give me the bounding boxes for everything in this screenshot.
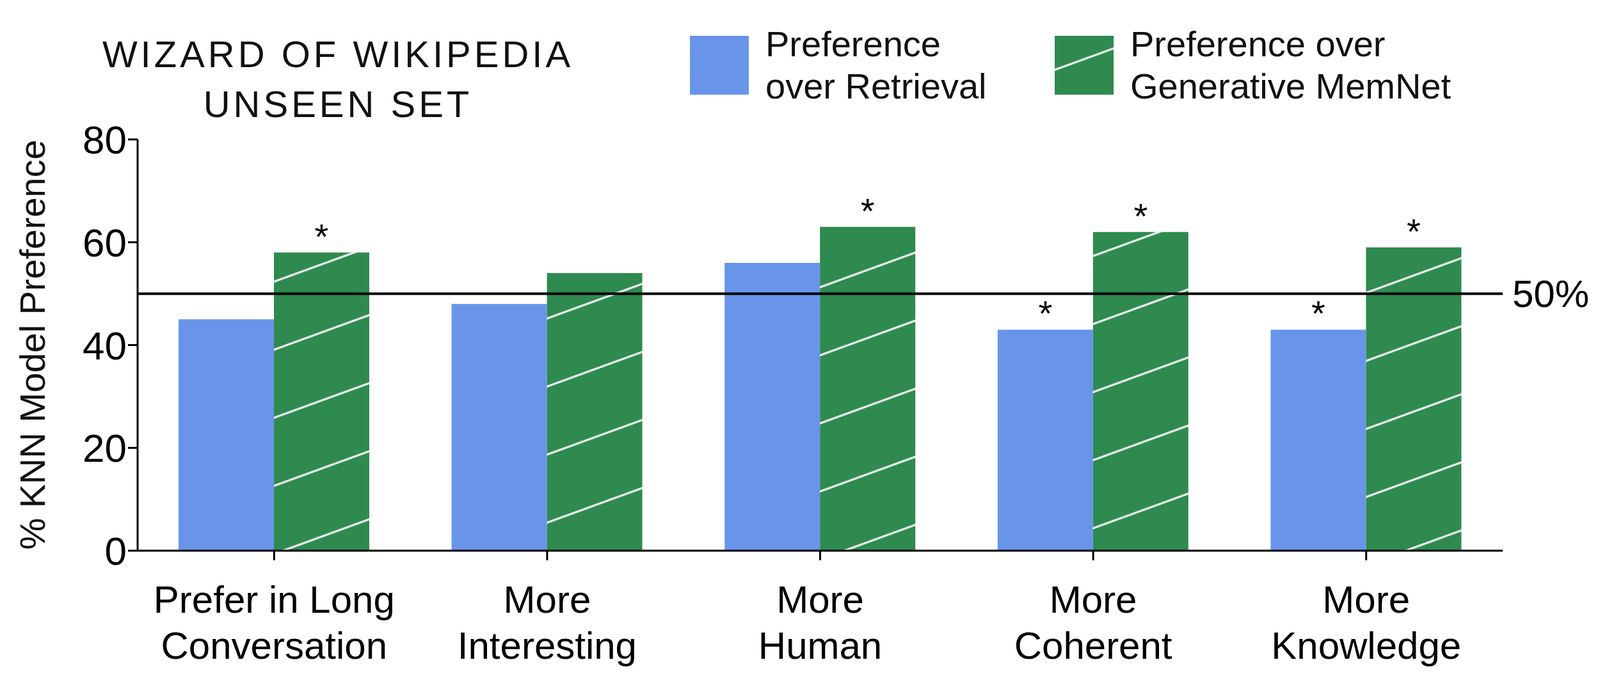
html-text:WIZARD OF WIKIPEDIA: WIZARD OF WIKIPEDIA: [102, 33, 574, 75]
html-text:Preference: Preference: [765, 23, 941, 64]
svg-text:40: 40: [82, 323, 127, 368]
svg-text:*: *: [1133, 195, 1148, 237]
html-text:Generative MemNet: Generative MemNet: [1130, 65, 1451, 107]
html-text:% KNN Model Preference: % KNN Model Preference: [11, 139, 53, 551]
svg-text:MoreHuman: MoreHuman: [758, 578, 882, 668]
svg-text:MoreCoherent: MoreCoherent: [1014, 578, 1173, 668]
svg-text:20: 20: [82, 426, 127, 471]
svg-text:*: *: [860, 190, 875, 232]
svg-text:0: 0: [104, 529, 127, 574]
html-text:UNSEEN SET: UNSEEN SET: [203, 83, 473, 125]
svg-text:*: *: [1406, 211, 1421, 252]
svg-text:60: 60: [82, 220, 127, 265]
svg-text:MoreInteresting: MoreInteresting: [457, 578, 637, 668]
svg-text:*: *: [314, 216, 329, 257]
svg-text:*: *: [1311, 293, 1326, 334]
svg-text:50%: 50%: [1512, 272, 1590, 316]
svg-text:80: 80: [82, 117, 127, 162]
svg-text:Prefer in LongConversation: Prefer in LongConversation: [153, 578, 395, 668]
svg-text:MoreKnowledge: MoreKnowledge: [1271, 578, 1462, 668]
html-text:Preference over: Preference over: [1130, 23, 1386, 64]
svg-text:*: *: [1038, 293, 1053, 334]
html-text:over Retrieval: over Retrieval: [765, 65, 987, 107]
